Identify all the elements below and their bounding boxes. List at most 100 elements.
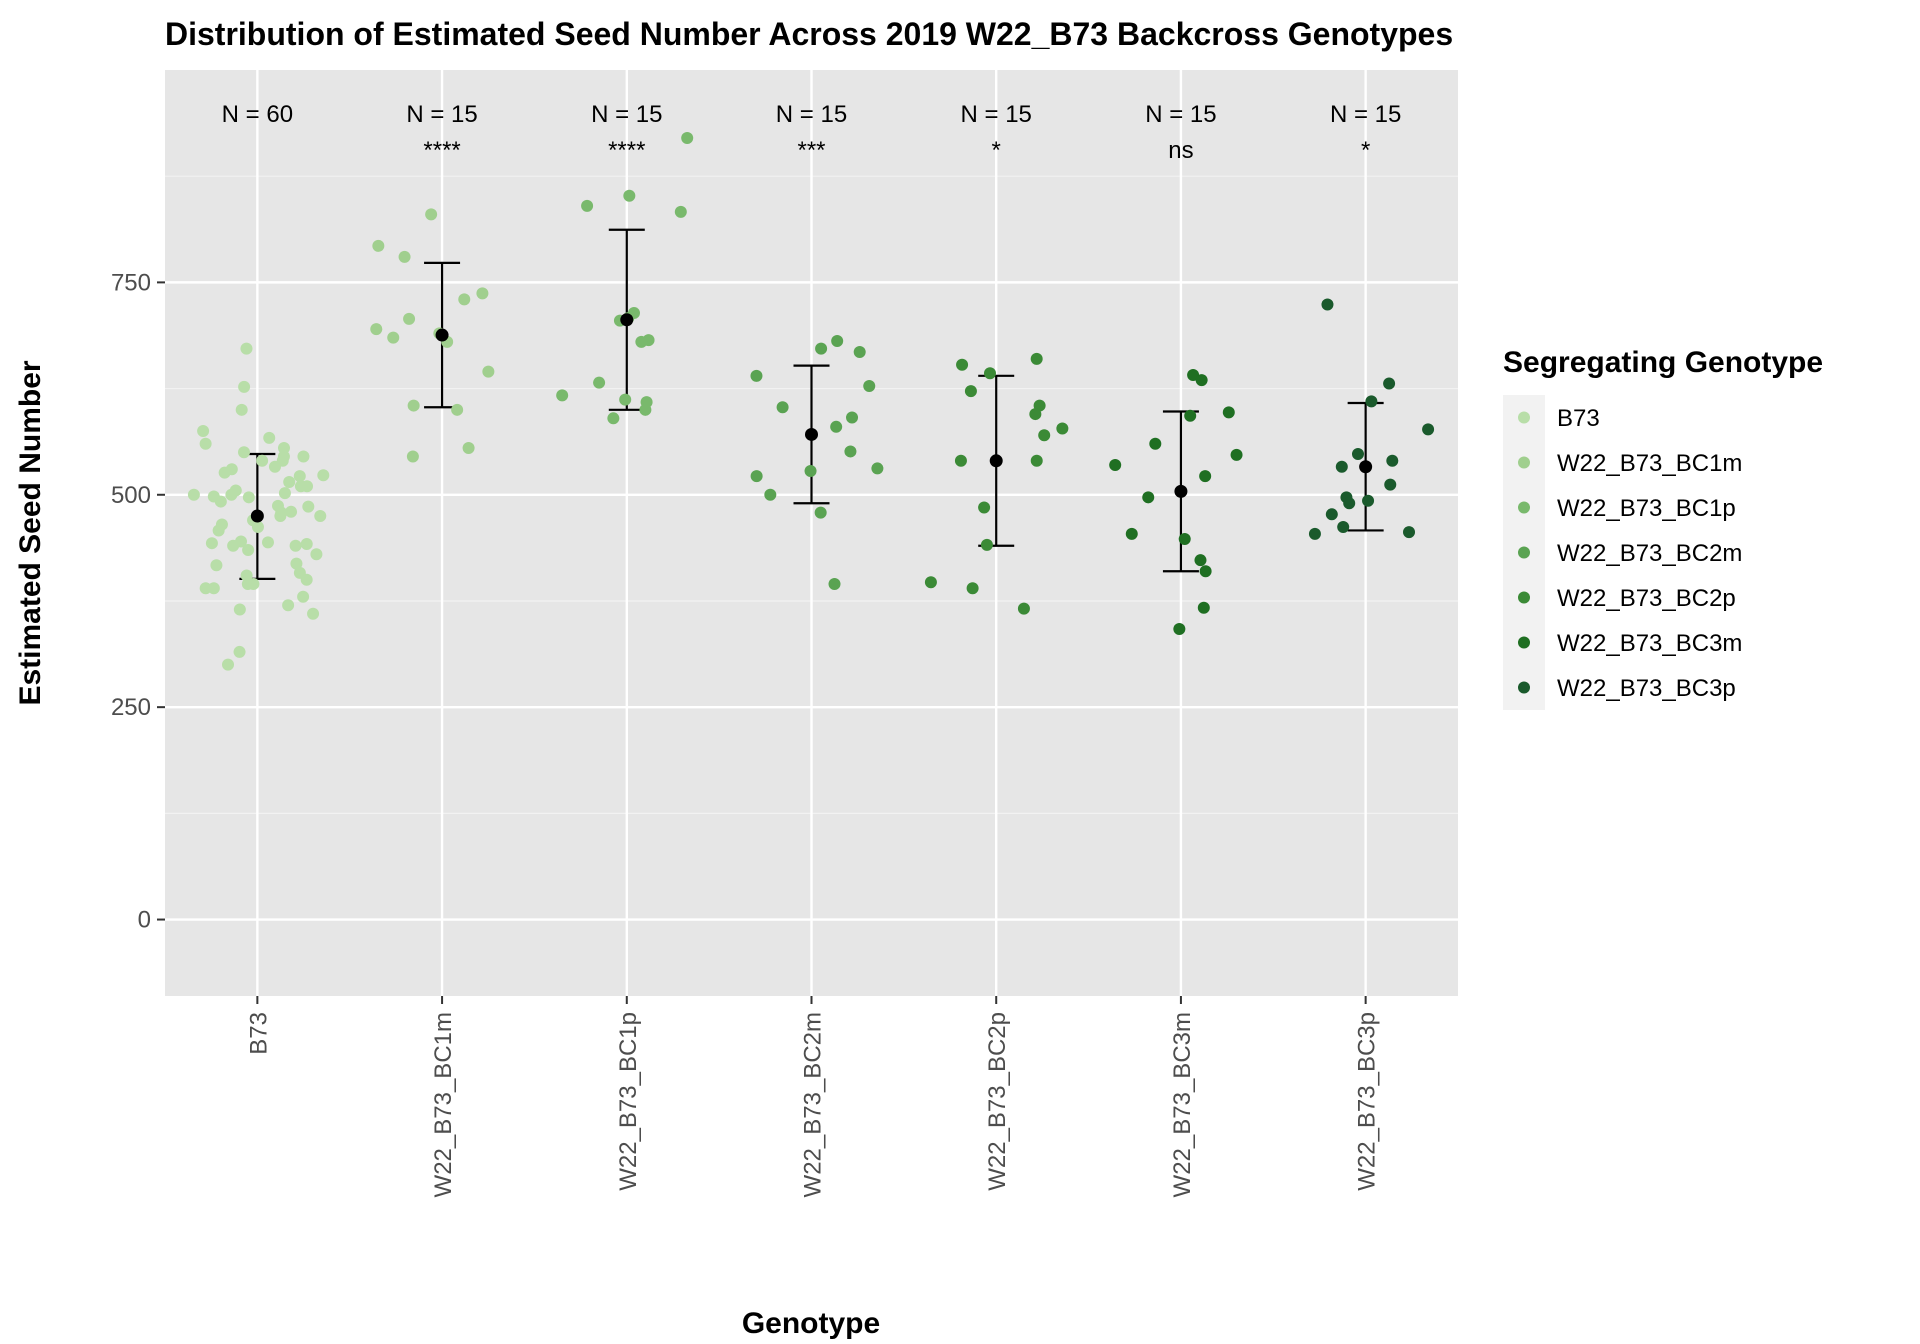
data-point-B73 <box>285 505 298 518</box>
data-point-W22_B73_BC3m <box>1222 406 1235 419</box>
data-point-B73 <box>278 487 291 500</box>
mean-marker <box>805 427 818 441</box>
legend-swatch <box>1518 411 1530 424</box>
data-point-B73 <box>234 535 247 548</box>
data-point-W22_B73_BC2m <box>750 369 763 382</box>
data-point-W22_B73_BC3m <box>1125 527 1138 540</box>
data-point-W22_B73_BC3p <box>1343 497 1356 510</box>
data-point-B73 <box>293 566 306 579</box>
x-tick-label: B73 <box>245 1012 272 1055</box>
data-point-W22_B73_BC1m <box>407 399 420 412</box>
data-point-W22_B73_BC3m <box>1197 601 1210 614</box>
data-point-W22_B73_BC2m <box>750 470 763 483</box>
data-point-W22_B73_BC2p <box>1038 429 1051 442</box>
data-point-B73 <box>261 536 274 549</box>
significance-label: **** <box>608 137 645 164</box>
x-tick-label: W22_B73_BC3p <box>1354 1012 1381 1191</box>
data-point-B73 <box>214 495 227 508</box>
legend-items: B73 W22_B73_BC1m W22_B73_BC1p W22_B73_BC2m W… <box>1503 395 1742 710</box>
data-point-W22_B73_BC2m <box>804 464 817 477</box>
data-point-B73 <box>242 543 255 556</box>
legend-swatch <box>1518 636 1530 649</box>
data-point-B73 <box>240 342 253 355</box>
y-tick-label: 500 <box>111 482 151 509</box>
data-point-W22_B73_BC2m <box>853 346 866 359</box>
legend: Segregating Genotype B73 W22_B73_BC1m W22_… <box>1503 346 1823 710</box>
y-tick-label: 0 <box>138 907 151 934</box>
y-axis: 0 250 500 750 <box>111 269 165 934</box>
data-point-W22_B73_BC1m <box>476 287 489 300</box>
data-point-B73 <box>317 469 330 482</box>
mean-marker <box>435 328 449 342</box>
data-point-W22_B73_BC3m <box>1173 622 1186 635</box>
data-point-W22_B73_BC2p <box>966 582 979 595</box>
data-point-W22_B73_BC3m <box>1230 448 1243 461</box>
data-point-W22_B73_BC2p <box>956 358 969 371</box>
data-point-W22_B73_BC2p <box>964 385 977 398</box>
data-point-B73 <box>277 450 290 463</box>
data-point-B73 <box>300 538 313 551</box>
data-point-B73 <box>233 645 246 658</box>
data-point-W22_B73_BC1p <box>593 376 606 389</box>
data-point-W22_B73_BC1m <box>370 323 383 336</box>
data-point-W22_B73_BC2m <box>828 577 841 590</box>
data-point-B73 <box>197 425 210 438</box>
data-point-W22_B73_BC1m <box>403 312 416 325</box>
data-point-W22_B73_BC2m <box>776 401 789 414</box>
significance-label: * <box>992 137 1001 164</box>
data-points <box>187 131 1435 671</box>
data-point-B73 <box>222 658 235 671</box>
data-point-W22_B73_BC3p <box>1321 298 1334 311</box>
data-point-B73 <box>290 557 303 570</box>
legend-label: W22_B73_BC1m <box>1557 450 1742 477</box>
n-label: N = 15 <box>591 101 662 128</box>
data-point-B73 <box>256 454 269 467</box>
data-point-W22_B73_BC2p <box>1029 408 1042 421</box>
n-label: N = 15 <box>1330 101 1401 128</box>
legend-swatch <box>1518 546 1530 559</box>
data-point-W22_B73_BC3m <box>1199 565 1212 578</box>
data-point-W22_B73_BC1p <box>623 189 636 202</box>
data-point-W22_B73_BC3p <box>1365 395 1378 408</box>
data-point-W22_B73_BC1m <box>387 331 400 344</box>
data-point-B73 <box>210 559 223 572</box>
data-point-W22_B73_BC1m <box>372 239 385 252</box>
data-point-W22_B73_BC3p <box>1383 377 1396 390</box>
data-point-W22_B73_BC3m <box>1195 374 1208 387</box>
legend-swatch <box>1518 456 1530 469</box>
data-point-W22_B73_BC3p <box>1422 423 1435 436</box>
mean-marker <box>989 454 1003 468</box>
data-point-W22_B73_BC2m <box>830 420 843 433</box>
data-point-W22_B73_BC3m <box>1184 409 1197 422</box>
data-point-W22_B73_BC2m <box>844 445 857 458</box>
data-point-W22_B73_BC3p <box>1362 494 1375 507</box>
data-point-W22_B73_BC1m <box>451 403 464 416</box>
data-point-B73 <box>199 437 212 450</box>
data-point-W22_B73_BC1m <box>458 293 471 306</box>
data-point-W22_B73_BC2p <box>1030 352 1043 365</box>
data-point-B73 <box>212 524 225 537</box>
data-point-B73 <box>207 582 220 595</box>
x-axis-title: Genotype <box>742 1307 880 1340</box>
mean-marker <box>1174 484 1188 498</box>
data-point-W22_B73_BC3p <box>1403 526 1416 539</box>
chart-title: Distribution of Estimated Seed Number Ac… <box>165 16 1453 52</box>
data-point-B73 <box>282 599 295 612</box>
data-point-W22_B73_BC2m <box>863 380 876 393</box>
data-point-B73 <box>263 431 276 444</box>
n-label: N = 60 <box>222 101 293 128</box>
data-point-B73 <box>238 380 251 393</box>
x-axis: B73 W22_B73_BC1m W22_B73_BC1p W22_B73_BC2m W… <box>245 996 1381 1197</box>
data-point-W22_B73_BC3p <box>1386 454 1399 467</box>
data-point-W22_B73_BC3m <box>1178 532 1191 545</box>
data-point-W22_B73_BC1p <box>607 412 620 425</box>
data-point-B73 <box>229 484 242 497</box>
legend-label: W22_B73_BC2m <box>1557 540 1742 567</box>
data-point-B73 <box>297 590 310 603</box>
data-point-W22_B73_BC3p <box>1384 478 1397 491</box>
data-point-W22_B73_BC2p <box>1056 422 1069 435</box>
legend-label: W22_B73_BC3m <box>1557 630 1742 657</box>
data-point-W22_B73_BC1m <box>398 250 411 263</box>
y-tick-label: 750 <box>111 269 151 296</box>
data-point-B73 <box>218 466 231 479</box>
